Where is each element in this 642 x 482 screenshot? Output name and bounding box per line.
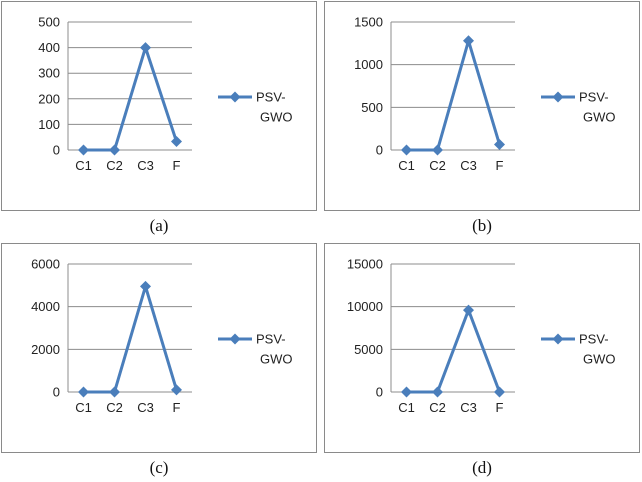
chart-panel-d: 0 5000 10000 15000 C1 C2 C3 F PSV-GWO [324,243,640,453]
data-point [171,384,182,396]
x-tick-label: F [173,400,181,415]
x-tick-label: C3 [137,400,154,415]
x-tick-label: C1 [75,400,92,415]
y-tick-label: 500 [38,15,60,30]
x-tick-label: C3 [460,158,477,173]
legend-label: PSV-GWO [579,90,616,125]
x-tick-label: C1 [398,400,415,415]
data-point [401,144,412,156]
y-tick-label: 400 [38,40,60,55]
x-tick-label: C1 [75,158,92,173]
data-point [432,386,443,398]
y-tick-label: 1000 [354,57,383,72]
chart-svg-a: 0 100 200 300 400 500 C1 C2 C3 F PSV-GWO [38,15,293,174]
x-tick-label: C3 [460,400,477,415]
data-point [432,144,443,156]
x-tick-label: C3 [137,158,154,173]
y-tick-label: 5000 [354,342,383,357]
y-tick-label: 10000 [347,299,383,314]
x-tick-label: C2 [106,158,123,173]
x-tick-label: C2 [429,158,446,173]
data-point [463,304,474,316]
y-tick-label: 1500 [354,15,383,30]
data-point [140,42,151,54]
x-tick-label: C2 [106,400,123,415]
data-point [78,144,89,156]
y-tick-label: 0 [376,143,383,158]
data-point [494,138,505,150]
data-point [109,386,120,398]
data-point [171,136,182,148]
y-tick-label: 0 [53,385,60,400]
caption-c: (c) [149,458,169,477]
x-tick-label: F [496,158,504,173]
y-tick-label: 0 [376,385,383,400]
y-tick-label: 0 [53,143,60,158]
x-tick-label: C2 [429,400,446,415]
data-point [78,386,89,398]
data-point [109,144,120,156]
data-point [140,280,151,292]
y-tick-label: 4000 [31,299,60,314]
legend-marker [552,333,564,345]
y-tick-label: 100 [38,117,60,132]
data-point [494,386,505,398]
chart-panel-b: 0 500 1000 1500 C1 C2 C3 F PSV-GWO [324,1,640,211]
series-line [406,308,501,394]
series-line [83,46,178,152]
series-line [83,284,178,394]
y-tick-label: 15000 [347,257,383,272]
legend-marker [229,91,241,103]
data-point [401,386,412,398]
x-tick-label: C1 [398,158,415,173]
legend-label: PSV-GWO [579,332,616,367]
chart-panel-c: 0 2000 4000 6000 C1 C2 C3 F PSV-GWO [1,243,317,453]
y-tick-label: 2000 [31,342,60,357]
y-tick-label: 300 [38,66,60,81]
x-tick-label: F [496,400,504,415]
chart-svg-c: 0 2000 4000 6000 C1 C2 C3 F PSV-GWO [31,257,293,416]
y-tick-label: 500 [361,100,383,115]
legend-marker [552,91,564,103]
legend-marker [229,333,241,345]
chart-panel-a: 0 100 200 300 400 500 C1 C2 C3 F PSV-GWO [1,1,317,211]
legend-label: PSV-GWO [256,90,293,125]
legend-label: PSV-GWO [256,332,293,367]
x-tick-label: F [173,158,181,173]
caption-d: (d) [472,458,492,477]
series-line [406,39,501,152]
chart-svg-b: 0 500 1000 1500 C1 C2 C3 F PSV-GWO [354,15,616,174]
caption-b: (b) [472,216,492,235]
y-tick-label: 6000 [31,257,60,272]
caption-a: (a) [149,216,169,235]
chart-svg-d: 0 5000 10000 15000 C1 C2 C3 F PSV-GWO [347,257,616,416]
data-point [463,35,474,47]
y-tick-label: 200 [38,91,60,106]
